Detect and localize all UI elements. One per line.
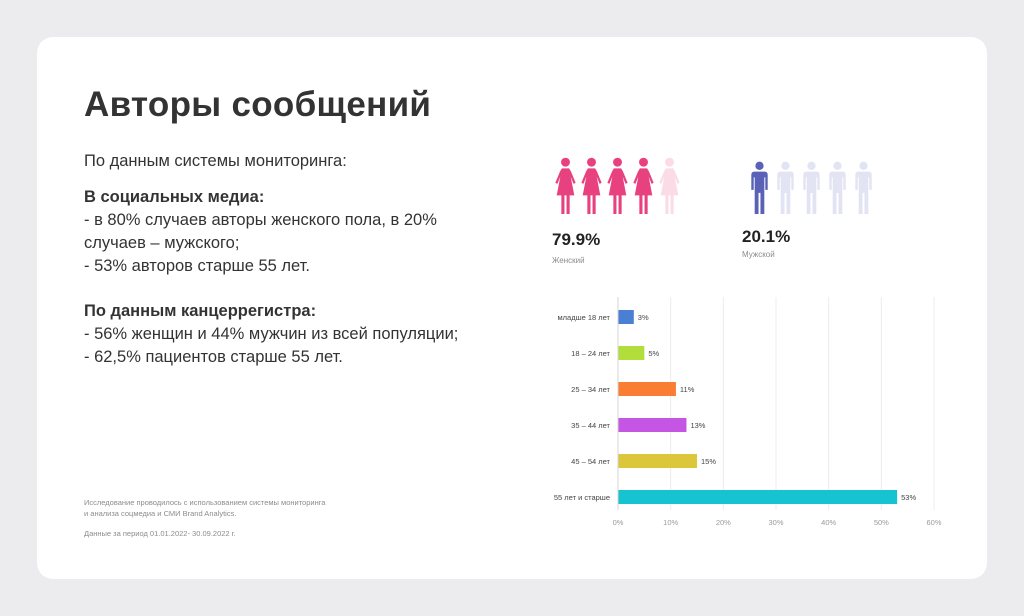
bar-value-label: 3% bbox=[638, 313, 649, 322]
social-line-3: - 53% авторов старше 55 лет. bbox=[84, 257, 310, 275]
female-percent: 79.9% bbox=[552, 230, 601, 249]
category-label: 35 – 44 лет bbox=[571, 421, 610, 430]
female-person-icon bbox=[607, 157, 628, 214]
male-pictogram bbox=[749, 161, 874, 215]
bar-value-label: 11% bbox=[680, 385, 695, 394]
registry-line-1: - 56% женщин и 44% мужчин из всей популя… bbox=[84, 325, 459, 343]
content-card: Авторы сообщений По данным системы монит… bbox=[37, 37, 987, 579]
bar-value-label: 5% bbox=[648, 349, 659, 358]
x-tick-label: 0% bbox=[613, 518, 624, 527]
female-person-icon bbox=[659, 157, 680, 214]
bar bbox=[618, 418, 687, 432]
bar bbox=[618, 454, 697, 468]
period-note: Данные за период 01.01.2022- 30.09.2022 … bbox=[84, 529, 236, 538]
x-tick-label: 50% bbox=[874, 518, 889, 527]
x-tick-label: 30% bbox=[768, 518, 783, 527]
x-tick-label: 20% bbox=[716, 518, 731, 527]
category-label: 18 – 24 лет bbox=[571, 349, 610, 358]
male-person-icon bbox=[829, 161, 846, 215]
female-person-icon bbox=[555, 157, 576, 214]
bar-value-label: 53% bbox=[901, 493, 916, 502]
category-label: 45 – 54 лет bbox=[571, 457, 610, 466]
bar bbox=[618, 490, 898, 504]
page-title: Авторы сообщений bbox=[84, 85, 432, 124]
age-bar-chart: 0% 10% 20% 30% 40% 50% 60% младше 18 лет 3% 18 – … bbox=[554, 297, 942, 527]
x-tick-label: 40% bbox=[821, 518, 836, 527]
bar bbox=[618, 346, 645, 360]
female-pictogram bbox=[555, 157, 680, 215]
bar bbox=[618, 382, 676, 396]
category-label: младше 18 лет bbox=[557, 313, 610, 322]
registry-heading: По данным канцеррегистра: bbox=[84, 302, 317, 320]
female-label: Женский bbox=[552, 256, 585, 265]
registry-line-2: - 62,5% пациентов старше 55 лет. bbox=[84, 348, 343, 366]
summary-text: По данным системы мониторинга: В социаль… bbox=[84, 150, 504, 369]
x-tick-label: 10% bbox=[663, 518, 678, 527]
methodology-note-line-1: Исследование проводилось с использование… bbox=[84, 498, 326, 507]
female-person-icon bbox=[633, 157, 654, 214]
male-person-icon bbox=[803, 161, 820, 215]
male-person-icon bbox=[777, 161, 794, 215]
methodology-note: Исследование проводилось с использование… bbox=[84, 498, 344, 519]
female-person-icon bbox=[581, 157, 602, 214]
social-line-2: случаев – мужского; bbox=[84, 234, 240, 252]
bar-value-label: 13% bbox=[690, 421, 705, 430]
male-person-icon bbox=[751, 161, 768, 215]
category-label: 55 лет и старше bbox=[554, 493, 610, 502]
male-person-icon bbox=[855, 161, 872, 215]
methodology-note-line-2: и анализа соцмедиа и СМИ Brand Analytics… bbox=[84, 508, 237, 518]
intro-text: По данным системы мониторинга: bbox=[84, 152, 347, 170]
social-heading: В социальных медиа: bbox=[84, 188, 265, 206]
bar-value-label: 15% bbox=[701, 457, 716, 466]
x-tick-label: 60% bbox=[926, 518, 941, 527]
social-line-1: - в 80% случаев авторы женского пола, в … bbox=[84, 211, 437, 229]
male-percent: 20.1% bbox=[742, 227, 791, 246]
category-label: 25 – 34 лет bbox=[571, 385, 610, 394]
bar bbox=[618, 310, 634, 324]
male-label: Мужской bbox=[742, 250, 775, 259]
